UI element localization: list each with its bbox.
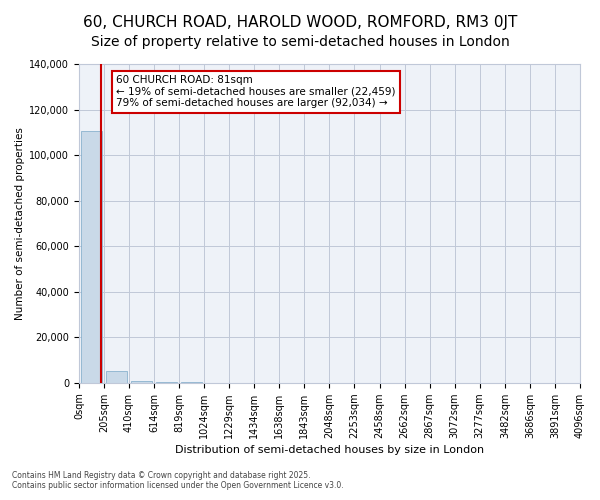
Text: Size of property relative to semi-detached houses in London: Size of property relative to semi-detach… [91, 35, 509, 49]
Text: 60, CHURCH ROAD, HAROLD WOOD, ROMFORD, RM3 0JT: 60, CHURCH ROAD, HAROLD WOOD, ROMFORD, R… [83, 15, 517, 30]
Bar [131, 381, 152, 382]
Y-axis label: Number of semi-detached properties: Number of semi-detached properties [15, 127, 25, 320]
Text: Contains HM Land Registry data © Crown copyright and database right 2025.
Contai: Contains HM Land Registry data © Crown c… [12, 470, 344, 490]
Bar [81, 131, 102, 382]
X-axis label: Distribution of semi-detached houses by size in London: Distribution of semi-detached houses by … [175, 445, 484, 455]
Bar [106, 371, 127, 382]
Text: 60 CHURCH ROAD: 81sqm
← 19% of semi-detached houses are smaller (22,459)
79% of : 60 CHURCH ROAD: 81sqm ← 19% of semi-deta… [116, 75, 396, 108]
